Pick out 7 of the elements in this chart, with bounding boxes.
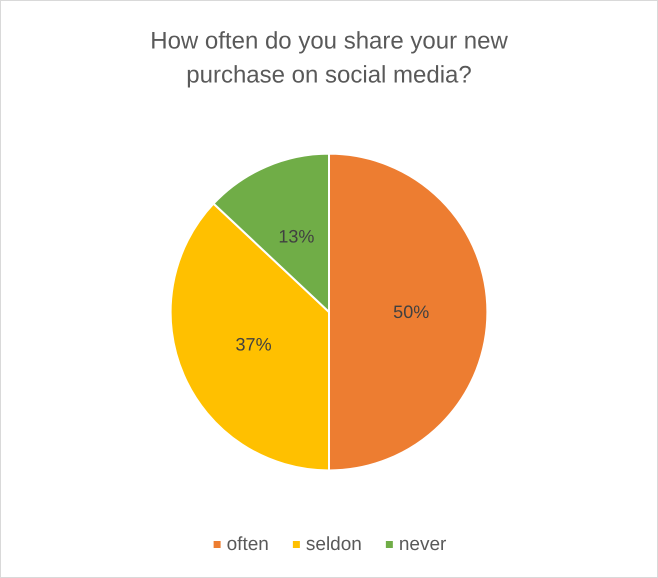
data-label: 37% [236,334,272,355]
chart-title: How often do you share your new purchase on social media? [150,28,508,88]
data-label: 13% [278,226,314,247]
legend-label: seldon [306,534,362,555]
legend-label: often [226,534,269,555]
legend-label: never [398,534,448,555]
data-label: 50% [393,302,430,322]
